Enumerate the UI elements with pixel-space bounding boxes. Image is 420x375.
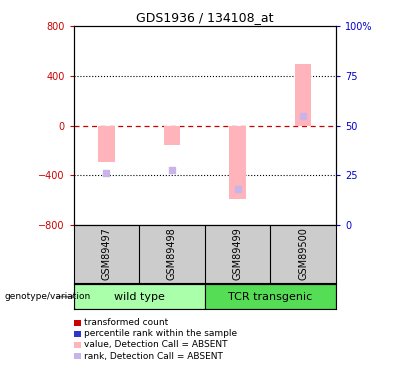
Bar xyxy=(74,284,205,309)
Point xyxy=(234,186,241,192)
Bar xyxy=(164,126,180,145)
Text: rank, Detection Call = ABSENT: rank, Detection Call = ABSENT xyxy=(84,352,223,361)
Text: transformed count: transformed count xyxy=(84,318,168,327)
Text: wild type: wild type xyxy=(114,292,165,302)
Title: GDS1936 / 134108_at: GDS1936 / 134108_at xyxy=(136,11,273,24)
Point xyxy=(168,167,175,173)
Point xyxy=(103,170,110,176)
Text: GSM89499: GSM89499 xyxy=(233,228,243,280)
Bar xyxy=(295,63,311,126)
Bar xyxy=(229,126,246,199)
Text: percentile rank within the sample: percentile rank within the sample xyxy=(84,329,237,338)
Text: value, Detection Call = ABSENT: value, Detection Call = ABSENT xyxy=(84,340,228,350)
Text: TCR transgenic: TCR transgenic xyxy=(228,292,312,302)
Text: genotype/variation: genotype/variation xyxy=(4,292,90,301)
Text: GSM89498: GSM89498 xyxy=(167,228,177,280)
Bar xyxy=(98,126,115,162)
Point xyxy=(300,113,307,119)
Text: GSM89497: GSM89497 xyxy=(101,228,111,280)
Text: GSM89500: GSM89500 xyxy=(298,228,308,280)
Bar xyxy=(205,284,336,309)
